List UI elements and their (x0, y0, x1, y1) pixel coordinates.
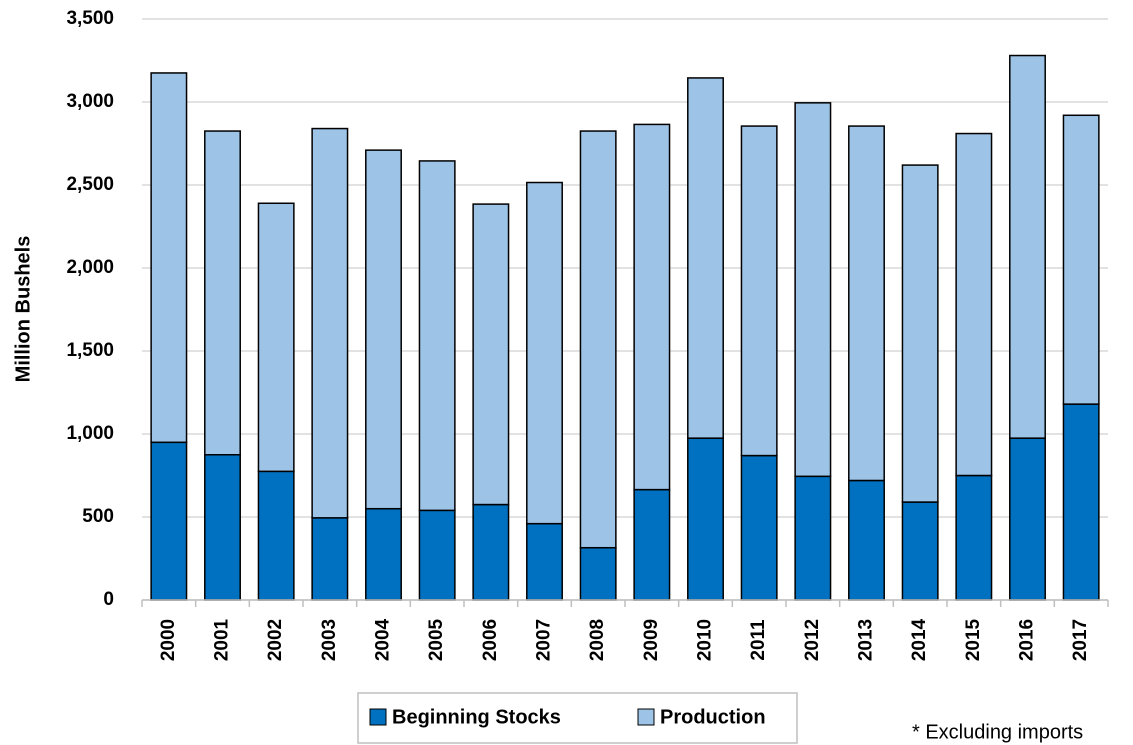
legend-swatch (637, 708, 655, 726)
bar-segment (418, 160, 456, 512)
bar-segment (418, 509, 456, 601)
x-tick-label: 2014 (909, 618, 930, 661)
x-tick-label: 2013 (856, 619, 877, 661)
legend-box (357, 692, 798, 744)
bar-segment (257, 202, 295, 473)
bar-segment (150, 441, 188, 601)
y-tick-label: 2,500 (66, 174, 114, 195)
x-tick-label: 2001 (212, 618, 233, 661)
bar-segment (365, 507, 402, 601)
y-tick-label: 3,500 (66, 8, 114, 29)
y-tick-label: 1,000 (66, 423, 114, 444)
x-tick-label: 2016 (1017, 619, 1038, 661)
bar-segment (740, 125, 778, 457)
annotation: * Excluding imports (912, 721, 1083, 743)
bar-segment (633, 123, 671, 491)
x-tick-label: 2011 (748, 619, 769, 661)
bar-segment (955, 132, 993, 477)
bar-segment (204, 454, 241, 601)
bar-segment (740, 454, 778, 601)
bar-segment (633, 488, 671, 601)
x-tick-label: 2017 (1070, 619, 1091, 661)
bar-segment (526, 522, 563, 601)
y-axis-label: Million Bushels (12, 236, 34, 383)
x-tick-label: 2005 (426, 618, 447, 661)
bar-segment (472, 203, 510, 506)
y-tick-label: 1,500 (66, 340, 114, 361)
bar-segment (257, 470, 295, 601)
x-tick-label: 2010 (695, 619, 716, 661)
bar-segment (794, 475, 832, 601)
x-tick-label: 2006 (480, 619, 501, 661)
bar-segment (848, 479, 885, 601)
bar-segment (472, 503, 510, 601)
legend: Beginning Stocks Production (357, 692, 798, 744)
y-tick-label: 2,000 (66, 257, 114, 278)
bar-segment (955, 474, 993, 601)
y-tick-label: 3,000 (66, 91, 114, 112)
bar-segment (1062, 403, 1100, 601)
bar-segment (579, 130, 617, 549)
legend-swatch (369, 708, 387, 726)
bar-segment (1009, 54, 1046, 439)
bar-segment (311, 127, 349, 519)
bar-segment (687, 437, 724, 601)
bar-segment (687, 77, 724, 439)
legend-label: Beginning Stocks (392, 706, 561, 728)
x-tick-label: 2003 (319, 619, 340, 661)
bar-segment (365, 149, 402, 510)
y-tick-label: 500 (82, 506, 114, 527)
legend-label: Production (660, 706, 766, 728)
bar-segment (204, 130, 241, 456)
x-tick-label: 2004 (373, 618, 394, 661)
x-tick-label: 2000 (158, 619, 179, 661)
bar-segment (1009, 437, 1046, 601)
x-tick-label: 2008 (587, 619, 608, 661)
bar-segment (794, 102, 832, 478)
x-tick-label: 2012 (802, 619, 823, 661)
bar-segment (901, 501, 939, 601)
x-tick-label: 2002 (265, 619, 286, 661)
bar-segment (1062, 114, 1100, 405)
bar-segment (526, 181, 563, 525)
bar-segment (150, 72, 188, 444)
bar-segment (311, 517, 349, 601)
x-tick-label: 2015 (963, 618, 984, 661)
y-tick-label: 0 (103, 589, 114, 610)
bar-segment (848, 125, 885, 482)
x-tick-label: 2009 (641, 619, 662, 661)
bar-segment (579, 546, 617, 601)
bar-segment (901, 164, 939, 503)
x-tick-label: 2007 (534, 619, 555, 661)
